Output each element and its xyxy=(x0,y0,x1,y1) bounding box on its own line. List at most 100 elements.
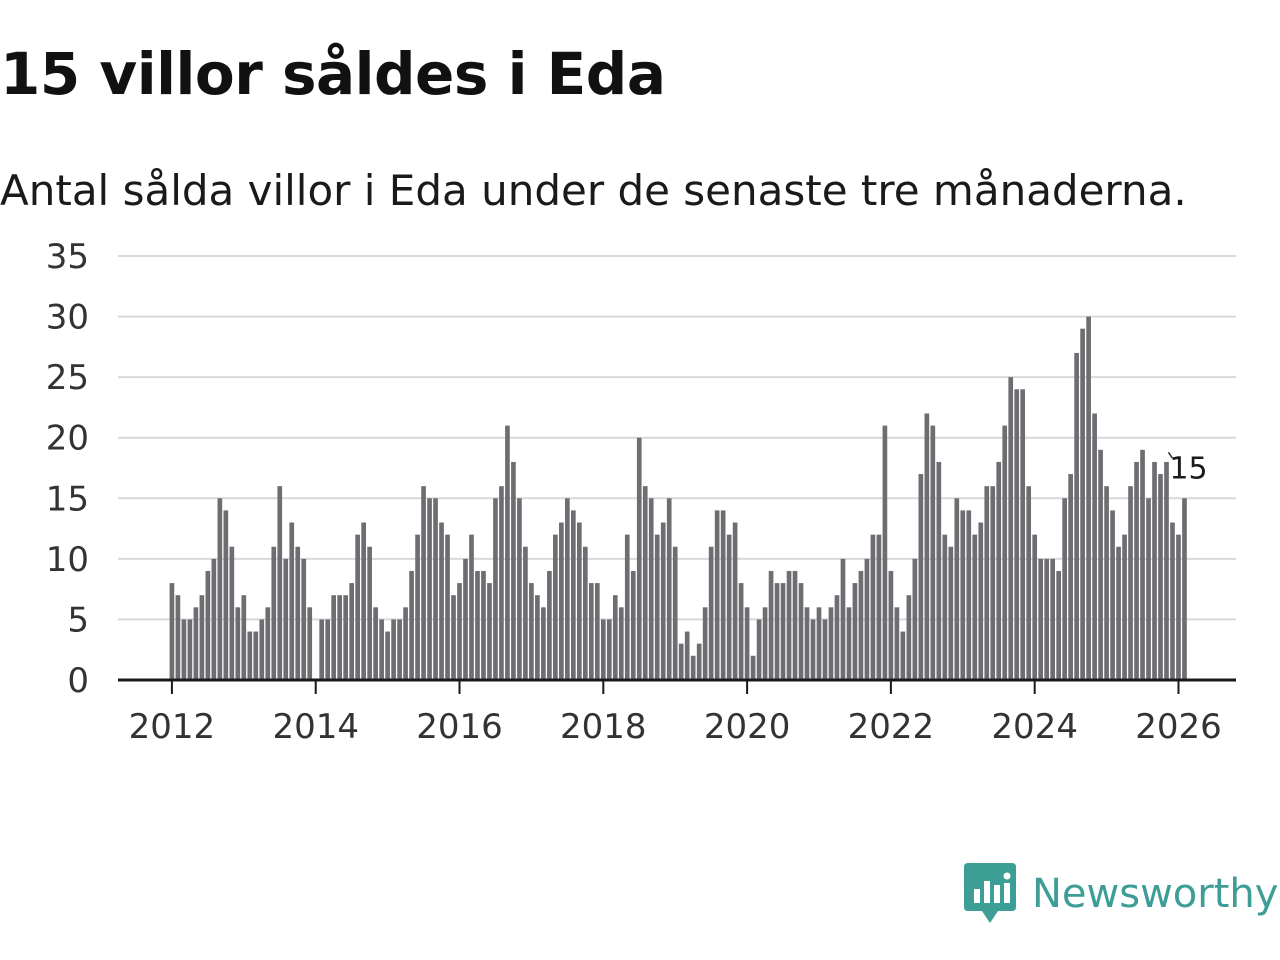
bar xyxy=(990,486,996,680)
bar xyxy=(1128,486,1133,680)
bar xyxy=(774,583,780,680)
bar xyxy=(1002,425,1008,680)
bar xyxy=(1176,534,1181,680)
bar xyxy=(1032,534,1038,680)
y-axis-tick-labels: 0 5 10 15 20 25 30 35 xyxy=(46,237,89,701)
bar xyxy=(1104,486,1109,680)
bar xyxy=(972,534,978,680)
bar xyxy=(756,619,762,680)
bar xyxy=(930,425,936,680)
bar xyxy=(750,655,756,680)
bar xyxy=(642,486,648,680)
bar xyxy=(529,583,534,680)
bar xyxy=(978,522,984,680)
bar xyxy=(1086,316,1091,680)
bar xyxy=(732,522,738,680)
bar xyxy=(343,595,349,680)
bar xyxy=(960,510,966,680)
highlight-value-label: 15 xyxy=(1169,451,1207,486)
bar xyxy=(966,510,972,680)
bar xyxy=(810,619,816,680)
bar xyxy=(1182,498,1187,680)
x-tick-label: 2024 xyxy=(991,707,1078,747)
bar xyxy=(852,583,858,680)
bar xyxy=(295,546,301,680)
bar xyxy=(391,619,396,680)
bar xyxy=(427,498,432,680)
bar xyxy=(1170,522,1175,680)
bar xyxy=(385,631,390,680)
bar xyxy=(924,413,930,680)
bar xyxy=(1068,474,1073,680)
bar xyxy=(1026,486,1032,680)
bar xyxy=(1164,461,1169,680)
bar xyxy=(948,546,954,680)
x-tick-label: 2016 xyxy=(416,707,503,747)
bar xyxy=(199,595,205,680)
bar xyxy=(804,607,810,680)
bar xyxy=(355,534,360,680)
bar xyxy=(307,607,313,680)
bar xyxy=(1110,510,1115,680)
bar xyxy=(636,437,642,680)
bar xyxy=(571,510,576,680)
x-tick-label: 2018 xyxy=(560,707,647,747)
bar xyxy=(588,583,594,680)
bar xyxy=(517,498,522,680)
bar xyxy=(451,595,456,680)
bar xyxy=(618,607,624,680)
bar xyxy=(708,546,714,680)
bar xyxy=(289,522,295,680)
bar xyxy=(876,534,882,680)
bar xyxy=(187,619,193,680)
bar xyxy=(714,510,720,680)
bar xyxy=(1158,474,1163,680)
bar xyxy=(648,498,654,680)
x-tick-label: 2020 xyxy=(704,707,791,747)
bar xyxy=(666,498,672,680)
bar xyxy=(822,619,828,680)
bar xyxy=(247,631,253,680)
bar xyxy=(720,510,726,680)
bar xyxy=(373,607,378,680)
y-tick-label: 10 xyxy=(46,540,89,580)
bar xyxy=(606,619,612,680)
bar xyxy=(1050,558,1055,680)
bar xyxy=(690,655,696,680)
bar xyxy=(565,498,570,680)
bar xyxy=(840,558,846,680)
bar xyxy=(918,474,924,680)
bar xyxy=(864,558,870,680)
bar xyxy=(271,546,277,680)
bar xyxy=(654,534,660,680)
bar xyxy=(181,619,187,680)
bar xyxy=(235,607,241,680)
bar xyxy=(301,558,307,680)
bar xyxy=(319,619,325,680)
bar xyxy=(846,607,852,680)
bar xyxy=(349,583,354,680)
annotations: 15 xyxy=(1167,451,1208,486)
bar xyxy=(445,534,450,680)
bar xyxy=(1044,558,1049,680)
bar xyxy=(577,522,582,680)
bar xyxy=(1038,558,1044,680)
bar xyxy=(265,607,271,680)
y-tick-label: 0 xyxy=(67,661,89,701)
bar xyxy=(954,498,960,680)
bar xyxy=(523,546,528,680)
bar xyxy=(1014,389,1020,680)
bar xyxy=(535,595,540,680)
bar xyxy=(499,486,504,680)
bar xyxy=(984,486,990,680)
bar xyxy=(205,570,211,680)
bar xyxy=(996,461,1002,680)
bar xyxy=(217,498,223,680)
x-tick-label: 2014 xyxy=(272,707,359,747)
bar xyxy=(768,570,774,680)
bar xyxy=(882,425,888,680)
bar xyxy=(906,595,912,680)
annotation-leader xyxy=(1167,451,1174,459)
bar xyxy=(223,510,229,680)
